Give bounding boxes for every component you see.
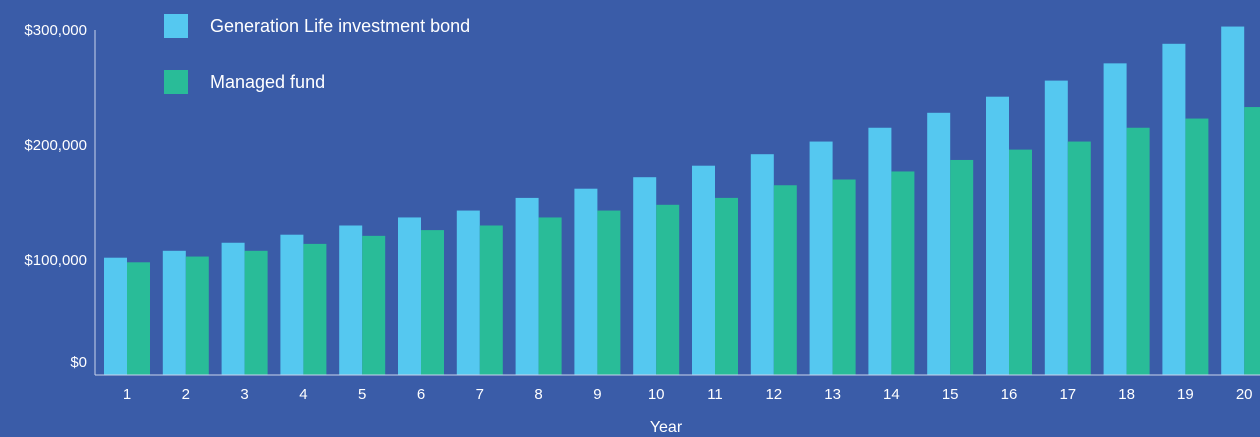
x-tick-label: 15 xyxy=(942,386,959,403)
bar-s2-year-14 xyxy=(891,171,915,375)
bar-s1-year-20 xyxy=(1221,26,1245,376)
x-tick-label: 10 xyxy=(648,386,665,403)
legend-label-1: Generation Life investment bond xyxy=(210,16,470,36)
x-tick-labels: 1 2 3 4 5 6 7 8 9 10 11 12 13 14 15 16 17 18 19 20 xyxy=(123,386,1253,403)
x-tick-label: 5 xyxy=(358,386,366,403)
bar-s1-year-19 xyxy=(1162,43,1186,376)
x-tick-label: 17 xyxy=(1059,386,1076,403)
bar-s1-year-18 xyxy=(1103,63,1127,375)
bars-group xyxy=(104,26,1260,376)
bar-s2-year-9 xyxy=(597,210,621,375)
bar-s1-year-1 xyxy=(104,257,127,375)
bar-s1-year-5 xyxy=(339,225,363,375)
bar-s1-year-9 xyxy=(574,188,598,375)
y-tick-label: $200,000 xyxy=(24,137,87,154)
bar-s1-year-6 xyxy=(398,217,421,375)
x-tick-label: 6 xyxy=(417,386,425,403)
x-tick-label: 16 xyxy=(1001,386,1018,403)
bar-s1-year-8 xyxy=(515,197,539,375)
bar-s2-year-20 xyxy=(1244,107,1260,376)
y-tick-labels: $0 $100,000 $200,000 $300,000 xyxy=(24,22,87,371)
bar-s2-year-15 xyxy=(950,159,974,375)
bar-s1-year-17 xyxy=(1044,80,1068,375)
bar-s2-year-10 xyxy=(656,204,680,375)
bar-s1-year-3 xyxy=(221,242,245,375)
x-tick-label: 20 xyxy=(1236,386,1253,403)
x-tick-label: 3 xyxy=(240,386,248,403)
bar-s1-year-16 xyxy=(986,96,1009,375)
bar-s2-year-6 xyxy=(421,230,444,375)
x-tick-label: 8 xyxy=(534,386,542,403)
bar-s2-year-17 xyxy=(1067,141,1091,375)
y-tick-label: $0 xyxy=(70,354,87,371)
x-tick-label: 7 xyxy=(476,386,484,403)
bar-s1-year-11 xyxy=(692,165,715,375)
legend: Generation Life investment bond Managed f… xyxy=(164,14,470,94)
bar-s2-year-1 xyxy=(127,262,150,375)
bar-s2-year-11 xyxy=(715,197,738,375)
bar-s2-year-2 xyxy=(185,256,209,375)
y-tick-label: $100,000 xyxy=(24,252,87,269)
bar-s2-year-19 xyxy=(1185,118,1209,376)
bar-s2-year-7 xyxy=(479,225,503,375)
x-tick-label: 12 xyxy=(765,386,782,403)
x-tick-label: 18 xyxy=(1118,386,1135,403)
bar-s1-year-7 xyxy=(456,210,480,375)
bar-s2-year-5 xyxy=(362,235,386,375)
legend-swatch-1 xyxy=(164,14,188,38)
bar-s1-year-10 xyxy=(633,177,657,375)
x-tick-label: 9 xyxy=(593,386,601,403)
legend-swatch-2 xyxy=(164,70,188,94)
x-tick-label: 19 xyxy=(1177,386,1194,403)
bar-s2-year-13 xyxy=(832,179,856,375)
bar-s2-year-18 xyxy=(1126,127,1150,375)
bar-s2-year-16 xyxy=(1009,149,1032,375)
bar-s2-year-4 xyxy=(303,243,327,375)
x-tick-label: 11 xyxy=(707,386,723,403)
x-tick-label: 1 xyxy=(123,386,131,403)
y-tick-label: $300,000 xyxy=(24,22,87,39)
bar-s1-year-4 xyxy=(280,234,304,375)
bar-s1-year-12 xyxy=(750,154,774,375)
bar-s2-year-3 xyxy=(244,250,268,375)
x-tick-label: 13 xyxy=(824,386,841,403)
bar-s2-year-8 xyxy=(538,217,562,375)
bar-s2-year-12 xyxy=(773,185,797,375)
x-tick-label: 2 xyxy=(182,386,190,403)
x-axis-title: Year xyxy=(650,419,683,436)
legend-label-2: Managed fund xyxy=(210,72,325,92)
bar-s1-year-14 xyxy=(868,127,892,375)
bar-s1-year-13 xyxy=(809,141,833,375)
bar-s1-year-2 xyxy=(162,250,186,375)
bar-s1-year-15 xyxy=(927,112,951,376)
x-tick-label: 14 xyxy=(883,386,900,403)
x-tick-label: 4 xyxy=(299,386,307,403)
